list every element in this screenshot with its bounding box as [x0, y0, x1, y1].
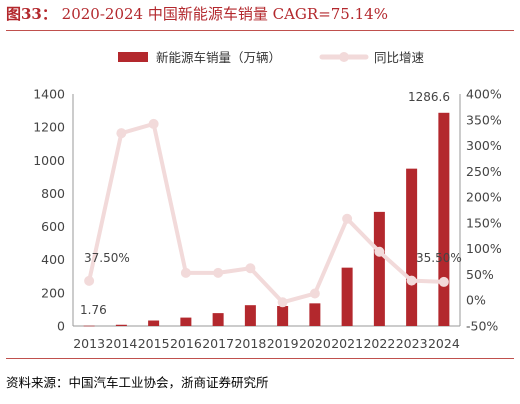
annotation-line-last: 35.50%: [416, 251, 462, 265]
y-left-tick-label: 600: [41, 219, 65, 234]
growth-point: [148, 118, 159, 129]
growth-line-path: [87, 121, 444, 305]
title-rule: [6, 30, 514, 31]
legend-bar-swatch: [118, 52, 148, 62]
y-right-tick-label: -50%: [466, 319, 498, 334]
growth-point: [406, 275, 417, 286]
growth-point: [245, 263, 256, 274]
y-left-tick-label: 800: [41, 186, 65, 201]
y-right-tick-label: 350%: [466, 112, 502, 127]
figure-title: 图33： 2020-2024 中国新能源车销量 CAGR=75.14%: [6, 3, 388, 24]
x-tick-label: 2016: [170, 336, 202, 351]
legend: 新能源车销量（万辆） 同比增速: [118, 50, 425, 65]
growth-point: [116, 128, 127, 139]
bar: [244, 305, 256, 326]
legend-bar-label: 新能源车销量（万辆）: [156, 50, 281, 65]
y-left-tick-label: 1000: [33, 153, 65, 168]
bar: [148, 320, 160, 326]
legend-line-label: 同比增速: [374, 50, 425, 65]
bar: [115, 324, 127, 326]
x-tick-label: 2019: [267, 336, 299, 351]
x-tick-label: 2014: [105, 336, 137, 351]
y-right-tick-label: 50%: [466, 267, 494, 282]
growth-point: [309, 288, 320, 299]
growth-point: [374, 246, 385, 257]
y-left-tick-label: 1200: [33, 120, 65, 135]
bars: [83, 112, 450, 327]
x-tick-label: 2015: [138, 336, 170, 351]
bar: [309, 303, 321, 326]
y-right-tick-label: 300%: [466, 138, 502, 153]
figure-title-text: 2020-2024 中国新能源车销量 CAGR=75.14%: [61, 5, 388, 23]
y-right-tick-label: 150%: [466, 215, 502, 230]
annotation-bar-last: 1286.6: [408, 90, 450, 104]
y-right-tick-label: 100%: [466, 241, 502, 256]
source-note: 资料来源：中国汽车工业协会，浙商证券研究所: [6, 375, 269, 390]
x-tick-label: 2017: [202, 336, 234, 351]
bar: [406, 168, 418, 326]
y-right-tick-label: 250%: [466, 164, 502, 179]
y-right-tick-label: 200%: [466, 190, 502, 205]
bar: [438, 112, 450, 327]
x-tick-label: 2024: [428, 336, 460, 351]
x-tick-label: 2021: [331, 336, 363, 351]
growth-point: [84, 275, 95, 286]
y-left-tick-label: 200: [41, 285, 65, 300]
y-right-tick-label: 0%: [466, 293, 486, 308]
growth-point: [180, 267, 191, 278]
x-tick-label: 2022: [363, 336, 395, 351]
x-tick-label: 2023: [396, 336, 428, 351]
legend-line-marker: [339, 52, 349, 62]
growth-point: [213, 267, 224, 278]
y-right-tick-labels: -50% 0% 50% 100% 150% 200% 250% 300% 350% 400%: [466, 87, 502, 334]
growth-point: [438, 276, 449, 287]
y-left-tick-labels: 0 200 400 600 800 1000 1200 1400: [33, 87, 65, 334]
annotation-bar-first: 1.76: [80, 303, 107, 317]
growth-line: [84, 118, 449, 308]
bar: [277, 306, 289, 326]
bar: [212, 313, 224, 326]
bar: [180, 317, 192, 326]
x-tick-label: 2020: [299, 336, 331, 351]
source-rule: [6, 358, 514, 359]
growth-point: [277, 297, 288, 308]
growth-point: [342, 213, 353, 224]
x-tick-labels: 2013 2014 2015 2016 2017 2018 2019 2020 2021 2022…: [73, 336, 460, 351]
y-left-tick-label: 400: [41, 252, 65, 267]
x-tick-label: 2018: [234, 336, 266, 351]
bar: [341, 267, 353, 326]
bar: [373, 211, 385, 326]
x-tick-label: 2013: [73, 336, 105, 351]
y-right-tick-label: 400%: [466, 87, 502, 102]
figure-label: 图33：: [6, 5, 57, 23]
y-left-tick-label: 0: [57, 319, 65, 334]
annotation-line-first: 37.50%: [84, 251, 130, 265]
y-left-tick-label: 1400: [33, 87, 65, 102]
bar: [83, 325, 95, 327]
